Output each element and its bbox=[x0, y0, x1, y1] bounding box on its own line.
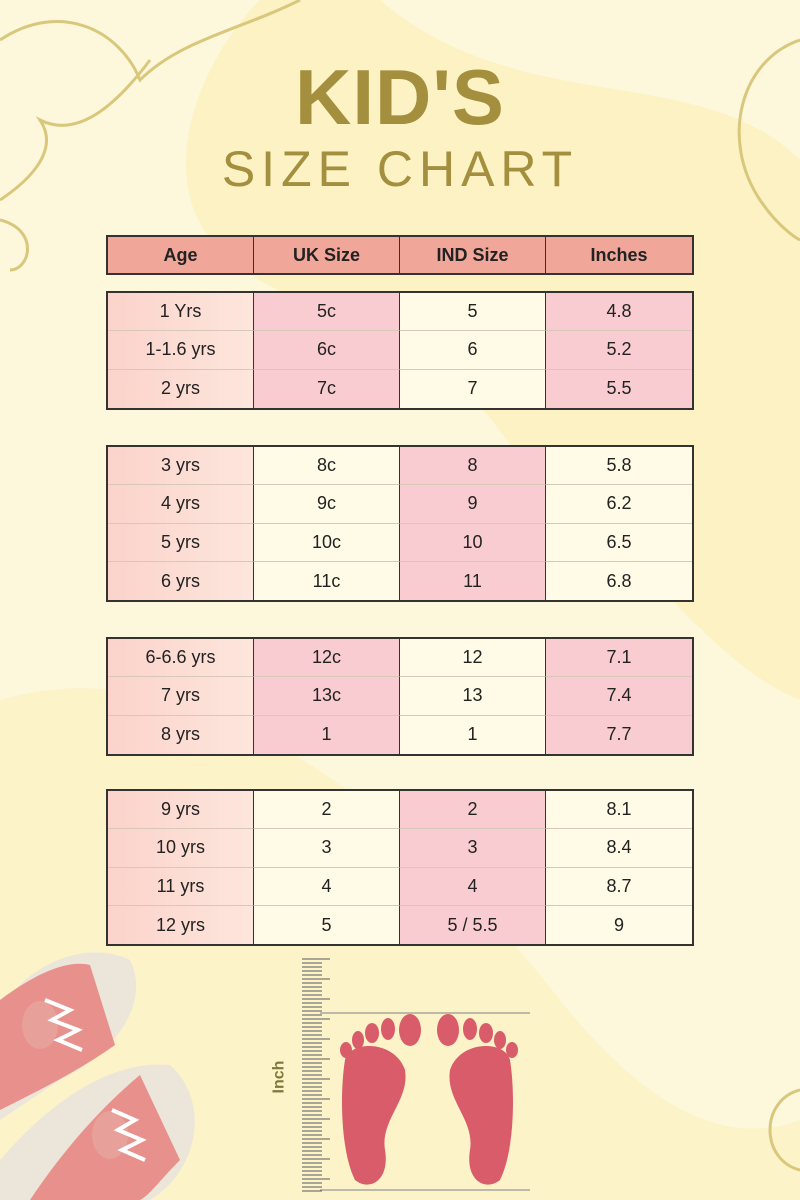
inches-cell: 5.5 bbox=[546, 369, 692, 408]
ind-size-cell: 1 bbox=[400, 715, 546, 754]
inches-cell: 8.7 bbox=[546, 867, 692, 906]
uk-size-cell: 8c bbox=[254, 447, 400, 486]
ind-size-cell: 6 bbox=[400, 331, 546, 370]
header-ind-size: IND Size bbox=[400, 237, 546, 273]
inches-cell: 6.2 bbox=[546, 485, 692, 524]
inches-cell: 8.4 bbox=[546, 829, 692, 868]
uk-size-cell: 1 bbox=[254, 715, 400, 754]
ind-size-cell: 5 bbox=[400, 293, 546, 332]
age-cell: 5 yrs bbox=[108, 523, 254, 562]
footprints-icon bbox=[320, 1012, 530, 1191]
ind-size-cell: 9 bbox=[400, 485, 546, 524]
ind-size-cell: 8 bbox=[400, 447, 546, 486]
inches-cell: 5.2 bbox=[546, 331, 692, 370]
ind-size-cell: 11 bbox=[400, 561, 546, 601]
age-cell: 6 yrs bbox=[108, 561, 254, 601]
size-group-4: 9 yrs 2 2 8.1 10 yrs 3 3 8.4 11 yrs 4 4 8.7 12 yrs 5 5… bbox=[106, 789, 694, 947]
age-cell: 6-6.6 yrs bbox=[108, 639, 254, 678]
inches-cell: 7.1 bbox=[546, 639, 692, 678]
ind-size-cell: 13 bbox=[400, 677, 546, 716]
title-size-chart: SIZE CHART bbox=[221, 141, 579, 197]
size-group-3: 6-6.6 yrs 12c 12 7.1 7 yrs 13c 13 7.4 8 yrs 1 1 7.7 bbox=[106, 637, 694, 756]
ind-size-cell: 7 bbox=[400, 369, 546, 408]
uk-size-cell: 6c bbox=[254, 331, 400, 370]
uk-size-cell: 3 bbox=[254, 829, 400, 868]
age-cell: 4 yrs bbox=[108, 485, 254, 524]
inches-cell: 8.1 bbox=[546, 791, 692, 830]
inches-cell: 9 bbox=[546, 905, 692, 945]
shoes-icon bbox=[0, 952, 195, 1200]
age-cell: 8 yrs bbox=[108, 715, 254, 754]
age-cell: 2 yrs bbox=[108, 369, 254, 408]
uk-size-cell: 11c bbox=[254, 561, 400, 601]
ind-size-cell: 5 / 5.5 bbox=[400, 905, 546, 945]
uk-size-cell: 10c bbox=[254, 523, 400, 562]
size-group-2: 3 yrs 8c 8 5.8 4 yrs 9c 9 6.2 5 yrs 10c 10 6.5 6 yrs… bbox=[106, 445, 694, 603]
uk-size-cell: 7c bbox=[254, 369, 400, 408]
inches-cell: 7.4 bbox=[546, 677, 692, 716]
inches-cell: 7.7 bbox=[546, 715, 692, 754]
ind-size-cell: 2 bbox=[400, 791, 546, 830]
uk-size-cell: 4 bbox=[254, 867, 400, 906]
ind-size-cell: 12 bbox=[400, 639, 546, 678]
inches-cell: 6.5 bbox=[546, 523, 692, 562]
age-cell: 12 yrs bbox=[108, 905, 254, 945]
size-group-1: 1 Yrs 5c 5 4.8 1-1.6 yrs 6c 6 5.2 2 yrs 7c 7 5.5 bbox=[106, 291, 694, 410]
header-uk-size: UK Size bbox=[254, 237, 400, 273]
header-inches: Inches bbox=[546, 237, 692, 273]
ind-size-cell: 3 bbox=[400, 829, 546, 868]
age-cell: 10 yrs bbox=[108, 829, 254, 868]
age-cell: 9 yrs bbox=[108, 791, 254, 830]
ruler-icon bbox=[302, 958, 330, 1192]
table-header: Age UK Size IND Size Inches bbox=[106, 235, 694, 275]
uk-size-cell: 5 bbox=[254, 905, 400, 945]
age-cell: 11 yrs bbox=[108, 867, 254, 906]
uk-size-cell: 13c bbox=[254, 677, 400, 716]
inches-cell: 5.8 bbox=[546, 447, 692, 486]
uk-size-cell: 9c bbox=[254, 485, 400, 524]
ind-size-cell: 10 bbox=[400, 523, 546, 562]
age-cell: 1-1.6 yrs bbox=[108, 331, 254, 370]
inches-cell: 4.8 bbox=[546, 293, 692, 332]
uk-size-cell: 5c bbox=[254, 293, 400, 332]
uk-size-cell: 12c bbox=[254, 639, 400, 678]
age-cell: 1 Yrs bbox=[108, 293, 254, 332]
inches-cell: 6.8 bbox=[546, 561, 692, 601]
age-cell: 7 yrs bbox=[108, 677, 254, 716]
title-kids: KID'S bbox=[295, 53, 505, 141]
age-cell: 3 yrs bbox=[108, 447, 254, 486]
header-age: Age bbox=[108, 237, 254, 273]
ruler-label: Inch bbox=[270, 1060, 288, 1094]
ind-size-cell: 4 bbox=[400, 867, 546, 906]
uk-size-cell: 2 bbox=[254, 791, 400, 830]
